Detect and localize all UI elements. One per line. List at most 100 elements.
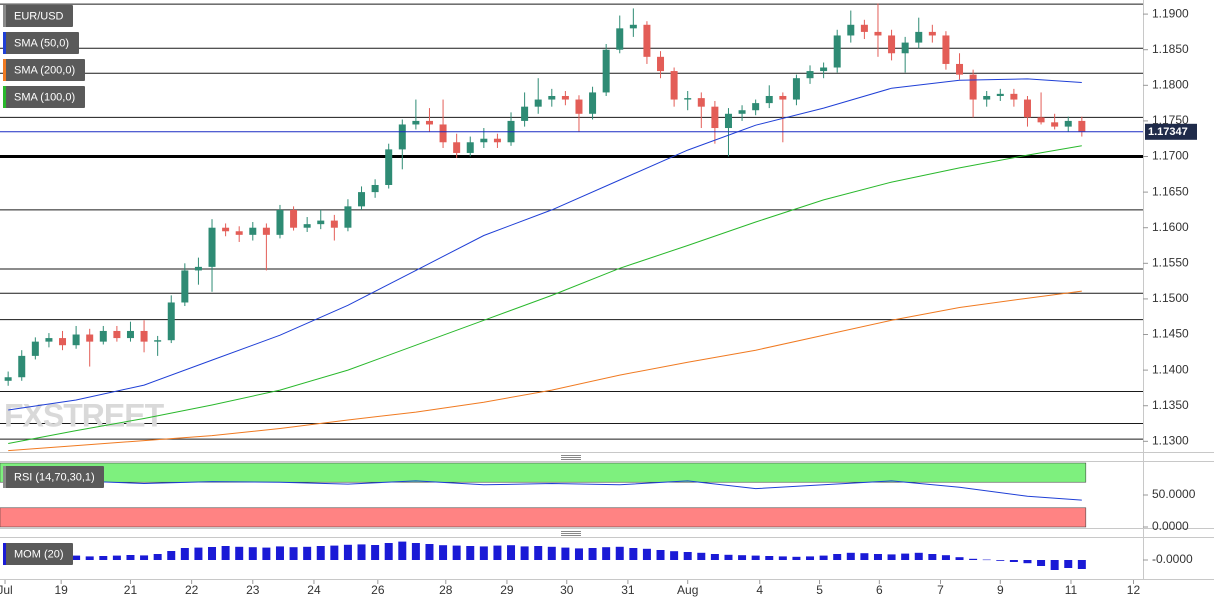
momentum-bar <box>520 546 529 560</box>
candle-body <box>996 93 1004 96</box>
candle-body <box>643 24 651 57</box>
rsi-line <box>8 480 1082 501</box>
momentum-bar <box>425 544 434 560</box>
legend-label: MOM (20) <box>14 548 64 560</box>
y-tick-label: 50.0000 <box>1152 487 1196 501</box>
front-layer: 1.1300 1.1350 1.1400 1.1450 1.1500 1.1550 1.16… <box>0 5 1197 597</box>
momentum-bar <box>806 556 815 560</box>
legend-entry: SMA (100,0) <box>3 86 85 108</box>
momentum-bar <box>221 546 230 560</box>
x-tick-label: 26 <box>371 583 385 597</box>
momentum-bar <box>140 555 149 560</box>
legend-entry: RSI (14,70,30,1) <box>3 466 104 488</box>
y-tick-label: 1.1900 <box>1152 6 1189 20</box>
momentum-bar <box>85 556 94 560</box>
momentum-bar <box>208 547 217 560</box>
candle-body <box>711 106 719 129</box>
candle-body <box>956 63 964 75</box>
momentum-bar <box>724 554 733 560</box>
momentum-bar <box>371 545 380 560</box>
momentum-bar <box>574 548 583 560</box>
candle-body <box>561 95 569 100</box>
momentum-bar <box>493 545 502 560</box>
momentum-bar <box>289 547 298 560</box>
momentum-bar <box>792 556 801 560</box>
momentum-bar <box>629 548 638 560</box>
candle-body <box>222 227 230 232</box>
legend-entry: SMA (50,0) <box>3 32 79 54</box>
candle-body <box>126 330 134 339</box>
momentum-bar <box>982 559 991 561</box>
candle-body <box>480 138 488 143</box>
momentum-bar <box>235 546 244 560</box>
candle-body <box>602 49 610 93</box>
momentum-bar <box>1037 560 1046 566</box>
marks <box>0 3 1143 570</box>
candle-body <box>806 71 814 79</box>
momentum-bar <box>751 555 760 560</box>
candle-body <box>18 355 26 378</box>
x-tick-label: 12 <box>1127 583 1141 597</box>
momentum-bar <box>72 555 81 560</box>
momentum-bar <box>99 556 108 560</box>
momentum-bar <box>697 552 706 560</box>
candle-body <box>575 99 583 114</box>
frame <box>0 0 1214 580</box>
y-tick-label: 1.1800 <box>1152 77 1189 91</box>
candle-body <box>1023 99 1031 118</box>
back-layer <box>0 3 1143 440</box>
sma-line <box>8 145 1082 444</box>
candle-body <box>113 330 121 339</box>
candle-body <box>290 209 298 228</box>
candle-body <box>45 338 53 342</box>
momentum-bar <box>534 546 543 560</box>
candle-body <box>235 231 243 235</box>
candle-body <box>915 31 923 43</box>
legend-box <box>3 86 85 108</box>
y-tick-label: 1.1650 <box>1152 184 1189 198</box>
legend-swatch <box>3 543 6 565</box>
candle-body <box>629 24 637 29</box>
x-tick-label: Jul <box>0 583 13 597</box>
momentum-bar <box>1023 560 1032 564</box>
x-tick-label: 28 <box>439 583 453 597</box>
overbought-zone <box>0 462 1087 483</box>
momentum-bar <box>683 552 692 560</box>
momentum-bar <box>765 556 774 560</box>
candle-body <box>466 142 474 153</box>
x-tick-label: 5 <box>816 583 823 597</box>
momentum-bar <box>194 547 203 560</box>
momentum-bar <box>126 555 135 560</box>
candle-body <box>276 209 284 235</box>
momentum-bar <box>547 546 556 560</box>
momentum-bar <box>398 541 407 560</box>
candle-body <box>412 120 420 125</box>
momentum-bar <box>860 553 869 560</box>
momentum-bar <box>969 558 978 560</box>
momentum-bar <box>167 551 176 560</box>
momentum-bar <box>1064 560 1073 568</box>
candle-body <box>1037 117 1045 123</box>
momentum-bar <box>819 555 828 560</box>
x-tick-label: 4 <box>756 583 763 597</box>
candle-body <box>181 270 189 303</box>
candle-body <box>1078 120 1086 132</box>
legend-entry: MOM (20) <box>3 543 73 565</box>
legend-box <box>3 32 79 54</box>
momentum-bar <box>738 555 747 560</box>
candle-body <box>72 334 80 346</box>
x-tick-label: 7 <box>937 583 944 597</box>
y-tick-label: 1.1350 <box>1152 398 1189 412</box>
legend-label: SMA (50,0) <box>14 37 69 49</box>
x-tick-label: 6 <box>876 583 883 597</box>
candle-body <box>833 35 841 68</box>
panel-handle[interactable] <box>561 455 581 536</box>
momentum-bar <box>112 555 121 560</box>
sma-line <box>8 290 1082 452</box>
momentum-bar <box>452 545 461 560</box>
momentum-bar <box>846 552 855 560</box>
candle-body <box>697 98 705 107</box>
momentum-bar <box>710 554 719 560</box>
